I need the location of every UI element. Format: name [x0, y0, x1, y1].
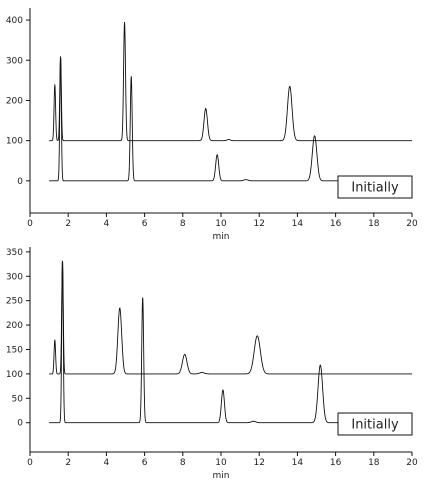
x-tick-label: 20 [406, 219, 418, 229]
x-tick-label: 10 [215, 219, 227, 229]
peak-point [253, 421, 254, 422]
x-tick-label: 8 [180, 458, 186, 468]
legend-box [337, 175, 413, 199]
x-tick-label: 16 [330, 458, 342, 468]
y-tick-label: 50 [12, 394, 24, 404]
legend-label: Initially [351, 181, 399, 196]
y-tick-label: 250 [6, 297, 23, 307]
legend-label: Initially [351, 418, 399, 433]
peak-point [289, 86, 290, 87]
series-trace [49, 22, 412, 142]
series-trace [49, 261, 412, 375]
peak-point [217, 154, 218, 155]
series-trace [49, 56, 340, 182]
y-tick-label: 300 [6, 56, 23, 66]
peak-point [124, 21, 125, 22]
peak-point [131, 76, 132, 77]
x-tick-label: 2 [65, 458, 71, 468]
y-tick-label: 200 [6, 321, 23, 331]
peak-point [257, 335, 258, 336]
peak-point [201, 372, 202, 373]
x-tick-label: 0 [27, 219, 33, 229]
x-tick-label: 14 [292, 219, 304, 229]
peak-point [320, 365, 321, 366]
peak-point [205, 108, 206, 109]
peak-point [60, 56, 61, 57]
x-tick-label: 4 [104, 219, 110, 229]
x-tick-label: 18 [368, 219, 380, 229]
x-tick-label: 14 [292, 458, 304, 468]
peak-point [54, 339, 55, 340]
x-axis-title: min [213, 471, 230, 480]
y-tick-label: 100 [6, 370, 23, 380]
x-tick-label: 6 [142, 458, 148, 468]
y-tick-label: 0 [17, 419, 23, 429]
y-tick-label: 400 [6, 16, 23, 26]
peak-point [245, 179, 246, 180]
x-tick-label: 8 [180, 219, 186, 229]
y-tick-label: 150 [6, 346, 23, 356]
x-tick-label: 12 [253, 219, 264, 229]
y-tick-label: 300 [6, 272, 23, 282]
x-axis-title: min [213, 232, 230, 242]
peak-point [119, 307, 120, 308]
peak-point [54, 84, 55, 85]
y-tick-label: 100 [6, 137, 23, 147]
peak-point [184, 354, 185, 355]
y-tick-label: 350 [6, 248, 23, 258]
x-tick-label: 20 [406, 458, 418, 468]
chart-panel-top: 0 2 4 6 8 10 12 14 16 18 200100200300400minInitial… [6, 8, 418, 242]
series-trace [49, 260, 340, 424]
chart-panel-bottom: 0 2 4 6 8 10 12 14 16 18 20050100150200250300350mi… [6, 247, 418, 480]
x-tick-label: 16 [330, 219, 342, 229]
x-tick-label: 0 [27, 458, 33, 468]
x-tick-label: 12 [253, 458, 264, 468]
x-tick-label: 18 [368, 458, 380, 468]
peak-point [222, 389, 223, 390]
peak-point [62, 260, 63, 261]
x-tick-label: 6 [142, 219, 148, 229]
peak-point [228, 139, 229, 140]
peak-point [314, 135, 315, 136]
x-tick-label: 2 [65, 219, 71, 229]
peak-point [142, 297, 143, 298]
x-tick-label: 4 [104, 458, 110, 468]
y-tick-label: 200 [6, 96, 23, 106]
x-tick-label: 10 [215, 458, 227, 468]
y-tick-label: 0 [17, 177, 23, 187]
legend-box [337, 412, 413, 436]
